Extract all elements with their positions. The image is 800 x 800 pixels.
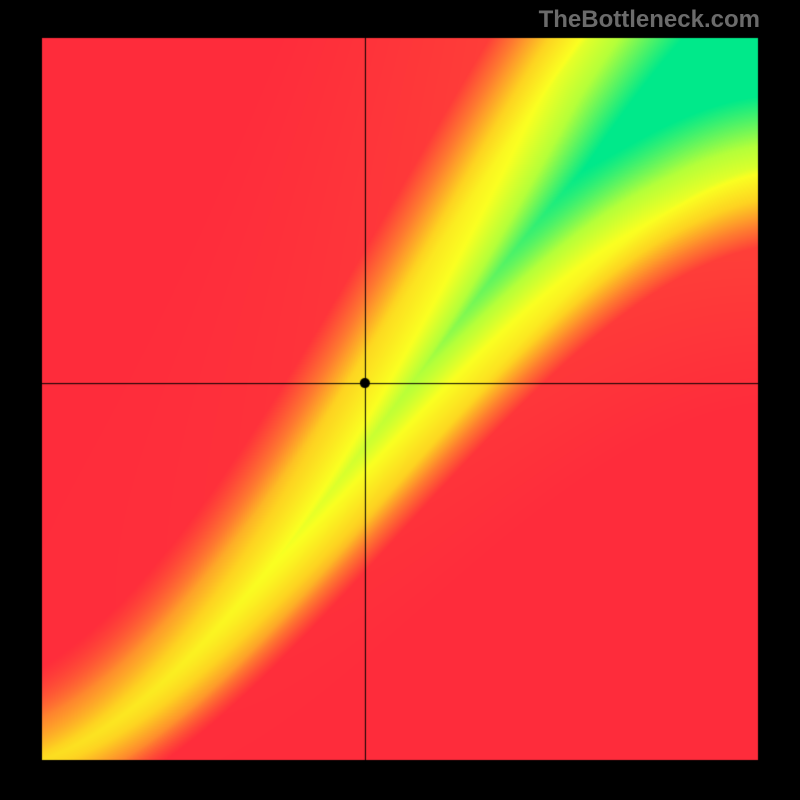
watermark-text: TheBottleneck.com bbox=[539, 6, 760, 34]
bottleneck-heatmap bbox=[0, 0, 800, 800]
